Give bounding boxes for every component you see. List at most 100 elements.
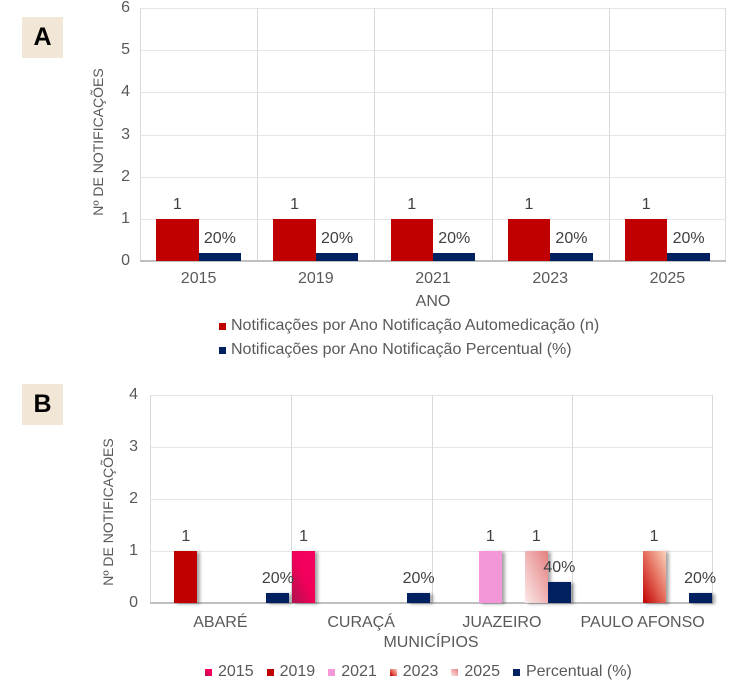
plot-area	[150, 395, 713, 604]
x-tick-label: 2019	[298, 270, 334, 287]
legend-item: Notificações por Ano Notificação Automed…	[219, 317, 599, 335]
data-label: 20%	[672, 229, 705, 247]
gridline-vertical	[257, 8, 259, 261]
bar-2023-paulo-afonso	[642, 551, 666, 603]
data-label: 20%	[555, 229, 588, 247]
x-axis-title: ANO	[415, 293, 451, 310]
data-label: 1	[531, 528, 541, 545]
bar-notificacoes-por-ano-notificacao-automedicacao-n-2015	[156, 218, 199, 261]
bar-notificacoes-por-ano-notificacao-percentual-2023	[550, 252, 593, 261]
bar-2025-juazeiro	[524, 551, 548, 603]
gridline-vertical	[491, 8, 493, 261]
legend-swatch-icon	[389, 668, 397, 676]
bar-percentual-juazeiro	[547, 582, 571, 603]
y-tick-label: 2	[121, 167, 130, 185]
legend: 2015 2019 2021 2023 2025 Percentual (%)	[205, 663, 632, 681]
y-tick-label: 6	[121, 0, 130, 16]
bar-2019-abare	[174, 551, 198, 603]
bar-notificacoes-por-ano-notificacao-percentual-2021	[433, 252, 476, 261]
legend-item: 2025	[451, 663, 500, 681]
bar-percentual-abare	[266, 592, 290, 603]
data-label: 1	[649, 528, 659, 545]
panel-label-b: B	[22, 384, 63, 425]
y-tick-label: 3	[121, 125, 130, 143]
legend-item: Notificações por Ano Notificação Percent…	[219, 341, 599, 359]
legend-swatch-icon	[328, 668, 336, 676]
x-tick-label: JUAZEIRO	[462, 614, 542, 631]
plot-border-vertical	[725, 8, 726, 261]
bar-notificacoes-por-ano-notificacao-percentual-2015	[198, 252, 242, 261]
gridline-horizontal	[140, 176, 726, 178]
x-axis-line	[150, 602, 713, 604]
x-tick-label: ABARÉ	[193, 614, 248, 631]
legend-swatch-icon	[266, 668, 274, 676]
bar-notificacoes-por-ano-notificacao-automedicacao-n-2025	[624, 218, 668, 261]
data-label: 40%	[543, 559, 576, 577]
bar-2021-juazeiro	[478, 551, 502, 603]
legend-swatch-icon	[219, 346, 226, 354]
bar-notificacoes-por-ano-notificacao-automedicacao-n-2019	[273, 218, 316, 261]
gridline-vertical	[608, 8, 610, 261]
gridline-horizontal	[140, 134, 726, 136]
legend-label: Notificações por Ano Notificação Automed…	[231, 317, 600, 334]
gridline-vertical	[431, 395, 433, 603]
data-label: 20%	[438, 229, 471, 247]
data-label: 20%	[203, 229, 236, 247]
legend-swatch-icon	[451, 668, 459, 676]
y-tick-label: 4	[121, 83, 130, 101]
bar-percentual-curaca	[407, 592, 431, 603]
y-tick-label: 5	[121, 41, 130, 59]
x-tick-label: 2021	[415, 270, 451, 287]
legend-label: 2023	[402, 663, 439, 680]
gridline-horizontal	[140, 92, 726, 94]
bar-2015-curaca	[292, 551, 316, 603]
data-label: 20%	[261, 569, 294, 587]
plot-border-vertical	[140, 8, 141, 261]
data-label: 1	[290, 195, 299, 213]
data-label: 1	[407, 195, 417, 213]
gridline-vertical	[290, 395, 292, 603]
y-tick-label: 2	[129, 490, 138, 507]
data-label: 1	[524, 195, 534, 213]
x-axis-title: MUNICÍPIOS	[383, 634, 479, 651]
y-axis-title: Nº DE NOTIFICAÇÕES	[100, 438, 116, 586]
x-tick-label: PAULO AFONSO	[580, 614, 705, 631]
legend-label: 2019	[279, 663, 316, 680]
y-tick-label: 1	[129, 542, 138, 559]
legend-item: Percentual (%)	[512, 663, 632, 681]
data-label: 1	[299, 528, 309, 545]
x-tick-label: 2023	[532, 270, 568, 287]
data-label: 20%	[321, 229, 354, 247]
x-axis-line	[140, 260, 726, 262]
data-label: 20%	[684, 569, 717, 587]
plot-area	[140, 8, 726, 262]
x-tick-label: 2015	[180, 270, 217, 287]
bar-notificacoes-por-ano-notificacao-percentual-2019	[315, 252, 359, 261]
panel-label-a: A	[22, 17, 63, 58]
y-tick-label: 4	[129, 386, 138, 403]
legend: Notificações por Ano Notificação Automed…	[219, 317, 599, 359]
data-label: 1	[641, 195, 651, 213]
bar-percentual-paulo-afonso	[688, 592, 712, 603]
legend-swatch-icon	[512, 668, 520, 676]
legend-item: 2015	[205, 663, 254, 681]
legend-label: 2015	[218, 663, 254, 680]
gridline-vertical	[374, 8, 376, 261]
plot-border-vertical	[150, 395, 151, 603]
legend-label: Percentual (%)	[525, 663, 632, 680]
bar-notificacoes-por-ano-notificacao-automedicacao-n-2023	[507, 218, 551, 261]
data-label: 1	[181, 528, 191, 545]
x-tick-label: CURAÇÁ	[327, 614, 395, 631]
plot-border-vertical	[712, 395, 713, 603]
legend-item: 2019	[266, 663, 316, 681]
data-label: 1	[485, 528, 495, 545]
y-tick-label: 0	[129, 594, 138, 611]
legend-label: 2021	[341, 663, 377, 680]
y-tick-label: 0	[121, 252, 130, 269]
legend-label: Notificações por Ano Notificação Percent…	[231, 341, 572, 358]
bar-notificacoes-por-ano-notificacao-automedicacao-n-2021	[390, 218, 433, 261]
legend-item: 2023	[389, 663, 439, 681]
gridline-vertical	[572, 395, 574, 603]
